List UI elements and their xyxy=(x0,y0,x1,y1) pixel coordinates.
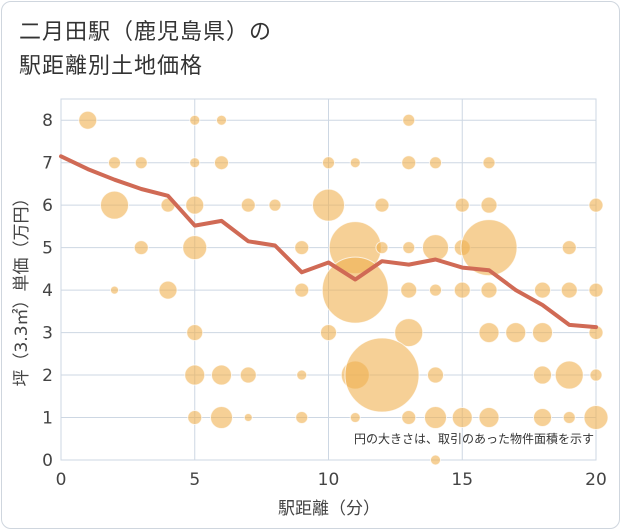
bubble-point xyxy=(100,190,129,220)
bubble-point xyxy=(562,411,576,425)
y-tick-label: 2 xyxy=(42,366,53,386)
bubble-point xyxy=(533,365,552,385)
bubble-point xyxy=(268,198,282,212)
bubble-point xyxy=(186,324,204,342)
bubble-point xyxy=(134,156,148,170)
bubble-point xyxy=(211,364,232,386)
bubble-point xyxy=(349,412,361,424)
y-axis-title: 坪（3.3㎡）単価（万円） xyxy=(12,189,32,386)
bubble-point xyxy=(422,234,449,262)
y-tick-label: 8 xyxy=(42,111,53,131)
bubble-point xyxy=(375,241,389,255)
bubble-point xyxy=(424,406,447,430)
bubble-point xyxy=(401,155,417,171)
bubble-point xyxy=(480,196,498,214)
bubble-point xyxy=(239,366,257,384)
bubble-point xyxy=(189,157,201,169)
bubble-point xyxy=(482,156,496,170)
bubble-point xyxy=(429,156,442,170)
bubble-point xyxy=(554,360,584,390)
bubble-point xyxy=(296,369,308,381)
bubble-point xyxy=(312,188,345,222)
bubble-point xyxy=(402,241,416,255)
y-tick-label: 5 xyxy=(42,239,53,259)
bubble-point xyxy=(478,407,500,429)
bubble-point xyxy=(243,413,253,423)
bubble-point xyxy=(321,256,389,324)
bubble-point xyxy=(451,407,473,429)
bubble-point xyxy=(344,337,420,413)
bubble-point xyxy=(588,197,604,213)
bubble-point xyxy=(184,364,206,386)
y-tick-label: 4 xyxy=(42,281,53,301)
bubble-point xyxy=(108,156,121,170)
x-tick-label: 0 xyxy=(56,470,67,490)
bubble-point xyxy=(401,410,417,426)
y-tick-label: 7 xyxy=(42,154,53,174)
bubble-point xyxy=(427,366,444,384)
bubble-series xyxy=(78,110,609,466)
bubble-point xyxy=(187,410,203,426)
bubble-point xyxy=(534,281,551,299)
trend-line-layer xyxy=(59,154,598,330)
bubble-point xyxy=(110,285,119,295)
x-tick-label: 15 xyxy=(451,470,473,490)
y-tick-label: 0 xyxy=(42,451,53,471)
x-tick-label: 10 xyxy=(318,470,340,490)
bubble-point xyxy=(589,368,603,382)
bubble-point xyxy=(322,156,335,170)
bubble-point xyxy=(216,114,227,126)
y-tick-label: 3 xyxy=(42,324,53,344)
bubble-point xyxy=(560,281,578,299)
bubble-point xyxy=(182,235,208,261)
bubble-point xyxy=(453,281,471,299)
bubble-point xyxy=(460,219,518,277)
bubble-point xyxy=(505,322,527,344)
bubble-point xyxy=(532,322,553,344)
bubble-point xyxy=(454,197,470,213)
bubble-point xyxy=(402,113,416,127)
trend-line xyxy=(59,154,598,330)
chart-title-line2: 駅距離別土地価格 xyxy=(19,54,204,79)
bubble-point xyxy=(240,197,256,213)
bubble-point xyxy=(394,318,424,348)
bubble-point xyxy=(429,283,442,297)
bubble-point xyxy=(214,155,229,171)
bubble-point xyxy=(583,405,609,431)
bubble-point xyxy=(400,281,418,299)
x-tick-label: 20 xyxy=(585,470,607,490)
bubble-point xyxy=(588,282,604,298)
bubble-point xyxy=(210,406,233,430)
x-axis-title: 駅距離（分） xyxy=(278,499,380,519)
y-tick-label: 1 xyxy=(42,409,53,429)
bubble-point xyxy=(561,240,577,256)
bubble-point xyxy=(295,411,309,425)
bubble-point xyxy=(478,322,500,344)
bubble-point xyxy=(78,110,98,130)
bubble-point xyxy=(185,195,205,215)
axis-ticks: 0 1 2 3 4 5 6 7 8 0 5 10 15 20 xyxy=(42,111,607,490)
bubble-point xyxy=(374,197,390,213)
x-tick-label: 5 xyxy=(189,470,200,490)
bubble-size-note: 円の大きさは、取引のあった物件面積を示す xyxy=(354,431,594,446)
bubble-point xyxy=(320,324,337,342)
bubble-point xyxy=(430,454,441,466)
bubble-point xyxy=(158,280,178,300)
bubble-point xyxy=(294,240,310,256)
bubble-point xyxy=(349,157,361,169)
chart-title-line1: 二月田駅（鹿児島県）の xyxy=(19,20,273,45)
bubble-point xyxy=(294,282,310,298)
bubble-point xyxy=(189,114,201,126)
chart-title: 二月田駅（鹿児島県）の 駅距離別土地価格 xyxy=(19,16,272,84)
bubble-point xyxy=(480,281,498,299)
bubble-point xyxy=(533,408,552,428)
y-tick-label: 6 xyxy=(42,196,53,216)
bubble-point xyxy=(133,240,149,256)
